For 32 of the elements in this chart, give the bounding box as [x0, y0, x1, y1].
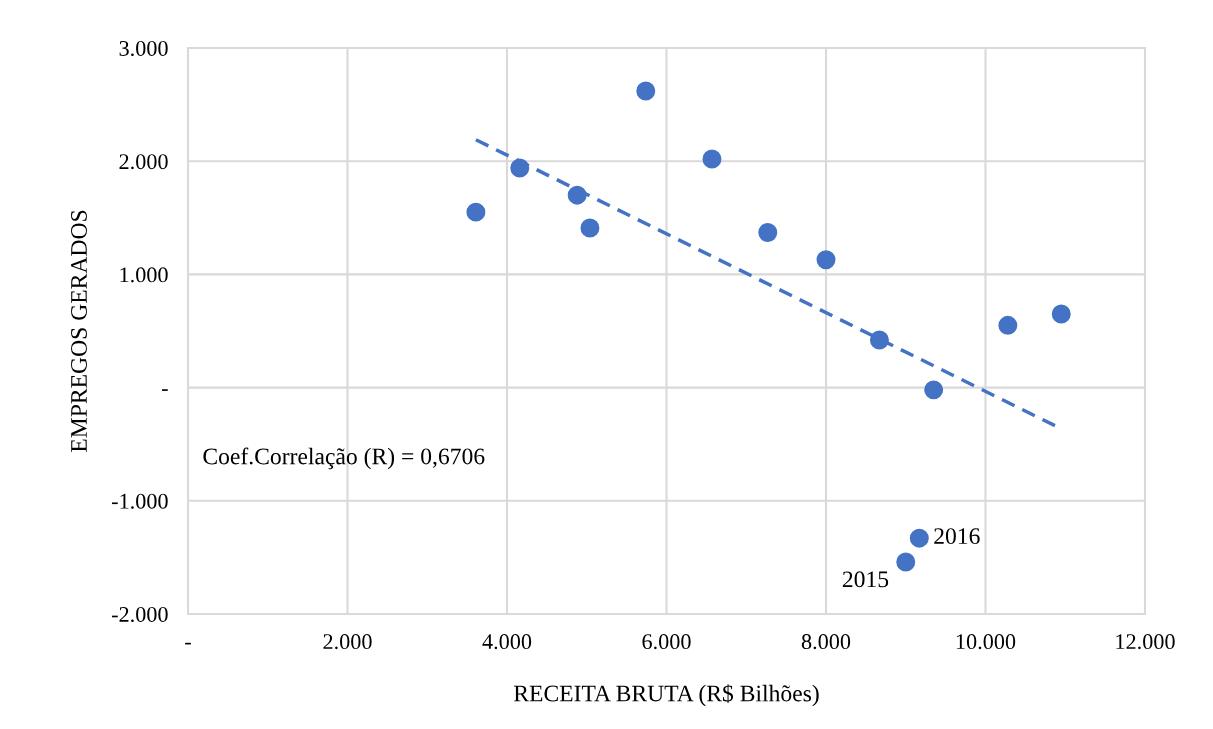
point — [466, 202, 486, 222]
x-tick-label: 12.000 — [1116, 634, 1175, 650]
x-tick-label: 4.000 — [482, 634, 532, 650]
y-tick-label: -1.000 — [111, 493, 168, 509]
point — [869, 330, 889, 350]
point — [924, 380, 944, 400]
annotation: 2015 — [842, 571, 889, 588]
y-tick-label: 1.000 — [120, 267, 168, 283]
point — [909, 528, 929, 548]
point — [998, 315, 1018, 335]
x-axis-title: RECEITA BRUTA (R$ Bilhões) — [513, 684, 819, 707]
point — [567, 185, 587, 205]
point — [816, 250, 836, 270]
point — [702, 149, 722, 169]
point — [580, 218, 600, 238]
x-tick-label: 6.000 — [642, 634, 691, 650]
y-tick-label: - — [161, 389, 168, 391]
y-tick-label: 3.000 — [119, 40, 168, 57]
annotation: Coef.Correlação (R) = 0,6706 — [203, 447, 485, 470]
x-tick-label: - — [185, 642, 191, 645]
x-tick-label: 8.000 — [801, 634, 851, 650]
point — [1051, 304, 1071, 324]
annotation: 2016 — [934, 528, 980, 545]
point — [636, 81, 656, 101]
x-tick-label: 10.000 — [956, 634, 1016, 650]
y-tick-label: 2.000 — [119, 154, 168, 170]
x-tick-label: 2.000 — [323, 634, 372, 650]
point — [758, 223, 778, 242]
point — [896, 552, 916, 572]
point — [510, 158, 530, 178]
y-axis-title: EMPREGOS GERADOS — [71, 210, 87, 452]
y-tick-label: -2.000 — [111, 606, 168, 623]
